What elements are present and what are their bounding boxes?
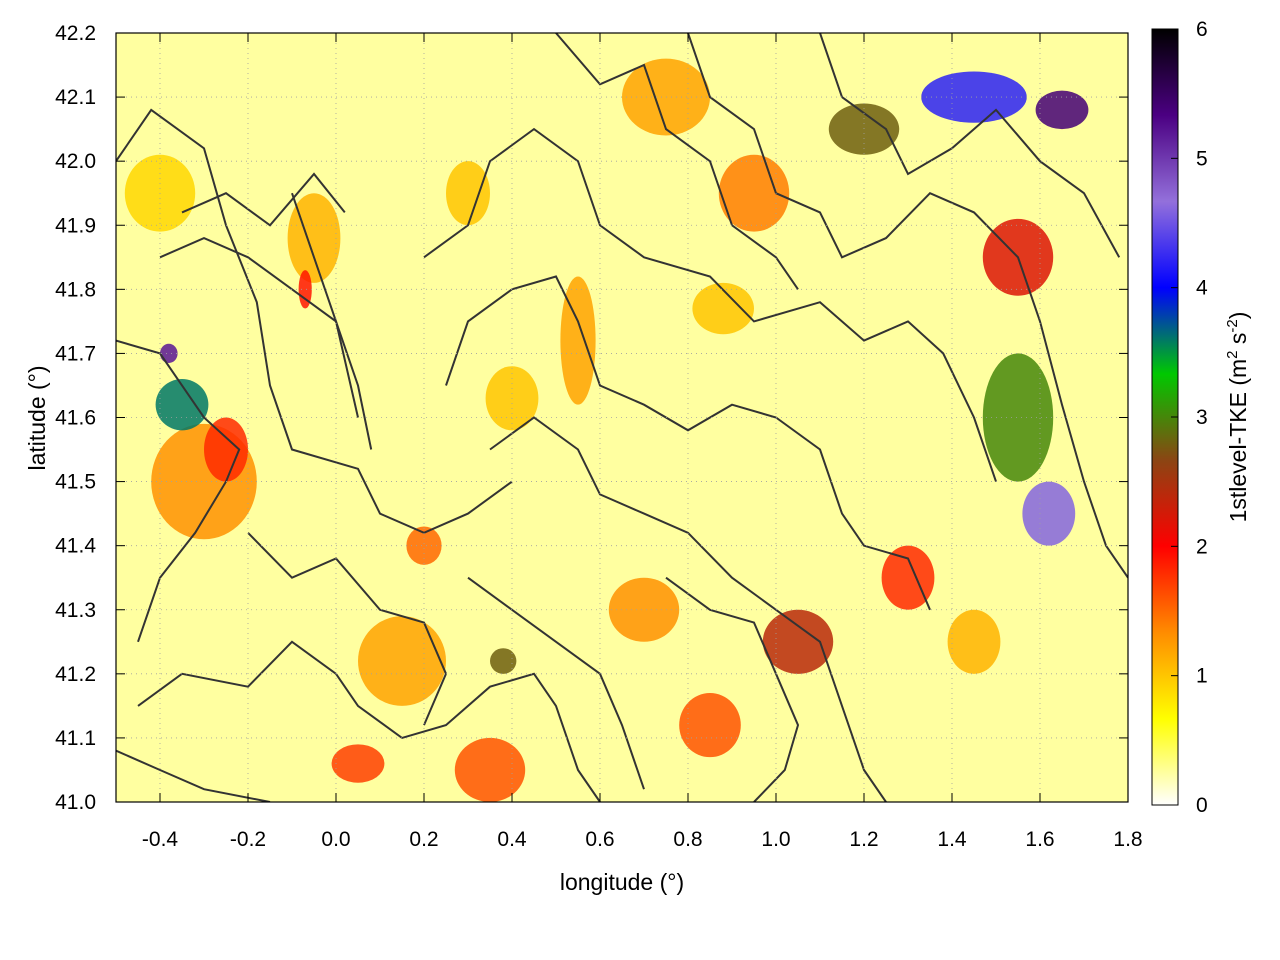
y-tick-label: 42.1	[55, 86, 96, 109]
tke-blob	[406, 526, 442, 565]
tke-blob	[608, 577, 680, 642]
x-tick-label: -0.2	[230, 828, 266, 851]
y-tick-label: 41.0	[55, 791, 96, 814]
x-tick-label: 1.6	[1025, 828, 1054, 851]
colorbar-label-main: 1stlevel-TKE (m	[1225, 359, 1251, 523]
tke-blob	[160, 343, 178, 364]
colorbar-tick-label: 2	[1196, 535, 1208, 558]
colorbar-tick-label: 0	[1196, 794, 1208, 817]
tke-blob	[982, 353, 1054, 482]
y-axis-label: latitude (°)	[24, 365, 50, 470]
tke-blob	[446, 161, 490, 226]
contour-line	[116, 749, 271, 802]
tke-blob	[881, 545, 935, 610]
colorbar-label-end: )	[1225, 312, 1251, 320]
x-tick-label: 0.6	[585, 828, 614, 851]
colorbar-tick-label: 4	[1196, 277, 1208, 300]
contour-line	[445, 275, 931, 611]
contour-line	[423, 127, 997, 482]
tke-blob	[155, 379, 209, 431]
tke-blob	[454, 737, 526, 802]
y-tick-label: 41.1	[55, 727, 96, 750]
tke-blob	[287, 193, 341, 283]
colorbar-tick-label: 3	[1196, 406, 1208, 429]
x-tick-label: -0.4	[142, 828, 179, 851]
contour-line	[467, 576, 645, 790]
colorbar-label-mid: s	[1225, 333, 1251, 351]
contour-line	[687, 33, 1128, 579]
contour-line	[555, 33, 799, 290]
y-tick-label: 41.3	[55, 599, 96, 622]
tke-blob	[560, 276, 596, 405]
colorbar-tick-label: 6	[1196, 18, 1208, 41]
colorbar-tick-label: 5	[1196, 147, 1208, 170]
colorbar-ticks: 0 1 2 3 4 5 6	[1171, 18, 1208, 817]
tke-blob	[921, 71, 1027, 123]
y-tick-label: 41.4	[55, 535, 96, 558]
y-tick-label: 42.2	[55, 22, 96, 45]
colorbar-tick-label: 1	[1196, 665, 1208, 688]
x-tick-label: 0.2	[409, 828, 438, 851]
y-tick-label: 42.0	[55, 150, 96, 173]
colorbar-label-sup1: 2	[1224, 350, 1241, 358]
x-tick-label: 1.4	[937, 828, 967, 851]
y-axis-ticks: 41.0 41.1 41.2 41.3 41.4 41.5 41.6 41.7 41.8 41.9…	[55, 22, 1128, 814]
tke-blob	[204, 417, 248, 482]
y-tick-label: 41.7	[55, 342, 96, 365]
contour-line	[291, 192, 359, 418]
colorbar-label: 1stlevel-TKE (m2 s-2)	[1224, 312, 1251, 523]
x-axis-ticks: -0.4 -0.2 0.0 0.2 0.4 0.6 0.8 1.0 1.2 1.4 1.6 1.8	[142, 33, 1143, 851]
contour-line	[181, 172, 346, 227]
tke-blob	[718, 154, 790, 232]
tke-blob	[490, 648, 517, 674]
tke-blob	[679, 693, 741, 758]
tke-blob	[1022, 481, 1076, 546]
x-tick-label: 1.0	[761, 828, 790, 851]
x-tick-label: 0.0	[321, 828, 350, 851]
x-tick-label: 0.8	[673, 828, 702, 851]
x-axis-label: longitude (°)	[560, 869, 684, 895]
y-tick-label: 41.9	[55, 214, 96, 237]
y-tick-label: 41.2	[55, 663, 96, 686]
colorbar-label-sup2: -2	[1224, 319, 1241, 332]
x-tick-label: 1.8	[1113, 828, 1142, 851]
tke-blob	[828, 103, 900, 155]
contour-line	[116, 339, 241, 643]
y-tick-label: 41.8	[55, 278, 96, 301]
y-tick-label: 41.5	[55, 471, 96, 494]
tke-blob	[331, 744, 385, 783]
y-tick-label: 41.6	[55, 407, 96, 430]
tke-blob	[358, 616, 446, 706]
tke-blob	[692, 282, 754, 335]
tke-blob	[1035, 90, 1089, 130]
tke-blob	[947, 609, 1001, 674]
heatmap-field	[124, 58, 1089, 802]
x-tick-label: 1.2	[849, 828, 878, 851]
x-tick-label: 0.4	[497, 828, 527, 851]
tke-blob	[298, 270, 312, 309]
tke-blob	[762, 609, 834, 674]
contour-line	[489, 416, 887, 802]
